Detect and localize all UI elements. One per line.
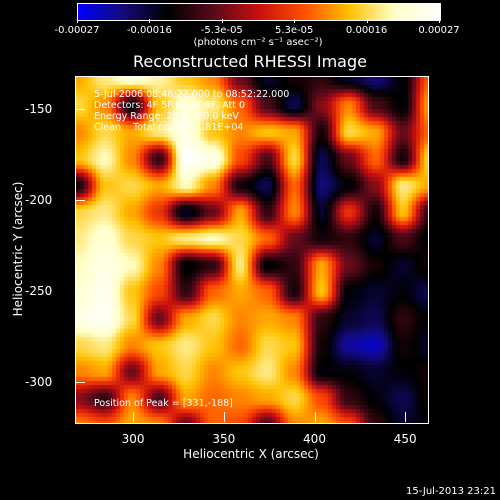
info-detectors: Detectors: 4F 5F 6F 7F 8F, Att 0 (94, 100, 246, 111)
x-axis-label: Heliocentric X (arcsec) (183, 447, 319, 461)
colorbar-tick (294, 19, 296, 23)
x-tick (133, 412, 135, 422)
colorbar-tick-label: -0.00016 (126, 25, 172, 36)
x-tick-label: 300 (121, 432, 145, 446)
colorbar-tick (77, 19, 78, 23)
info-time-range: 5-Jul-2006 08:46:22.000 to 08:52:22.000 (94, 89, 290, 100)
heatmap-image (76, 77, 428, 423)
colorbar-tick-label: -0.00027 (54, 25, 100, 36)
colorbar-units-label: (photons cm⁻² s⁻¹ asec⁻²) (193, 37, 323, 48)
y-tick (75, 199, 85, 201)
x-tick (314, 412, 316, 422)
y-tick-label: -150 (25, 101, 53, 116)
colorbar-tick-label: -5.3e-05 (200, 25, 243, 36)
x-tick-label: 400 (303, 432, 326, 446)
colorbar-tick (221, 19, 223, 23)
colorbar-tick-label: 5.3e-05 (274, 25, 314, 36)
chart-title: Reconstructed RHESSI Image (133, 52, 367, 71)
colorbar-tick (439, 19, 440, 23)
info-peak-position: Position of Peak = [331,-188] (94, 398, 233, 409)
heatmap-plot-area: 5-Jul-2006 08:46:22.000 to 08:52:22.000 … (75, 76, 429, 424)
y-axis-label: Heliocentric Y (arcsec) (11, 181, 25, 317)
info-clean-total-counts: Clean Total counts: 1.81E+04 (94, 122, 244, 133)
y-tick (75, 290, 85, 292)
y-tick (75, 108, 85, 110)
y-tick-label: -250 (25, 283, 53, 298)
colorbar-tick (149, 19, 151, 23)
y-tick (75, 381, 85, 383)
colorbar-tick-label: 0.00027 (418, 25, 460, 36)
colorbar (77, 3, 441, 21)
footer-timestamp: 15-Jul-2013 23:21 (405, 486, 496, 497)
x-tick (405, 412, 407, 422)
y-tick-label: -200 (25, 192, 53, 207)
x-tick-label: 350 (212, 432, 236, 446)
x-tick (223, 412, 225, 422)
colorbar-tick (366, 19, 368, 23)
x-tick-label: 450 (393, 432, 417, 446)
info-energy-range: Energy Range: 25.0 - 50.0 keV (94, 111, 239, 122)
y-tick-label: -300 (25, 374, 53, 389)
colorbar-tick-label: 0.00016 (345, 25, 388, 36)
